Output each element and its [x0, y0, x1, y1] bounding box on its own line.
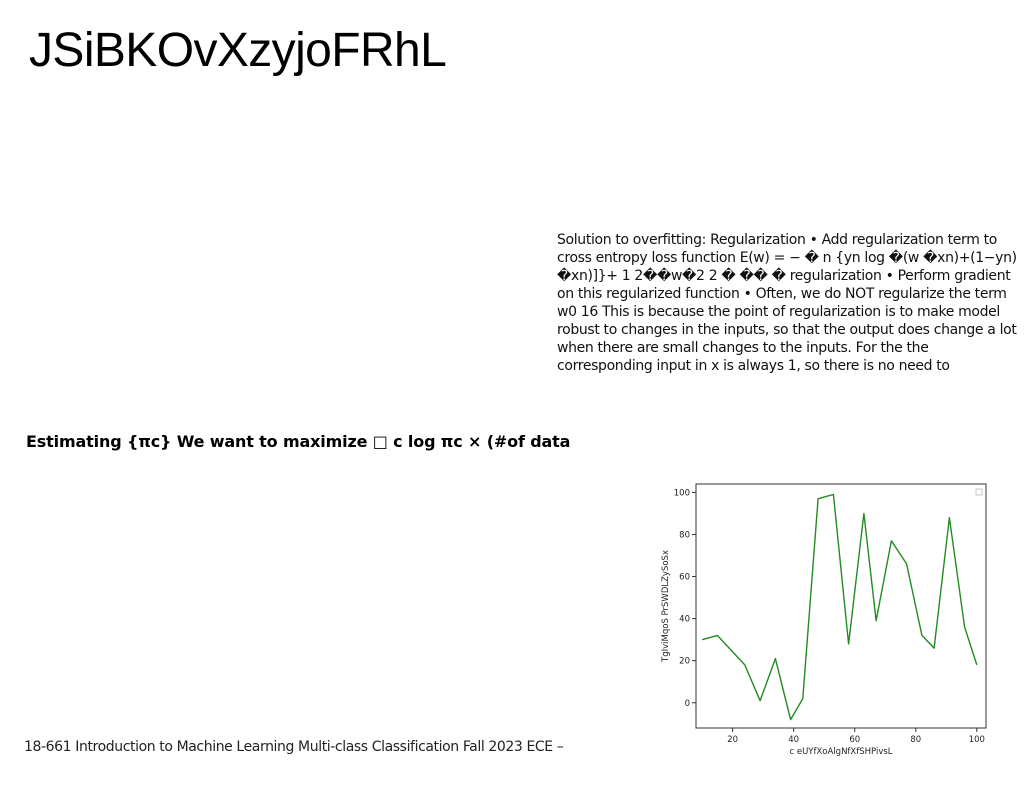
x-tick-label: 40	[788, 735, 799, 745]
line-chart: 20 40 60 80 100 0 20 40 60 80 100 c eUYfXoAlgNfXfSH…	[658, 478, 998, 760]
y-tick-label: 20	[679, 657, 690, 667]
series-line	[701, 493, 978, 721]
x-axis-label: c eUYfXoAlgNfXfSHPivsL	[789, 747, 892, 757]
page-title: JSiBKOvXzyjoFRhL	[29, 24, 447, 77]
section-heading: Estimating {πc} We want to maximize □ c …	[26, 432, 571, 451]
body-paragraph: Solution to overfitting: Regularization …	[557, 232, 1017, 374]
y-tick-label: 100	[674, 488, 690, 498]
legend-box	[975, 488, 983, 496]
y-tick-label: 40	[679, 615, 690, 625]
y-tick-label: 0	[685, 699, 690, 709]
plot-frame	[695, 483, 987, 729]
x-tick-label: 100	[969, 735, 985, 745]
y-axis-label: TgIviMqoS PrSWDLZySoSx	[661, 550, 671, 663]
x-tick-label: 60	[849, 735, 860, 745]
y-tick-label: 60	[679, 573, 690, 583]
y-tick-label: 80	[679, 530, 690, 540]
footer-text: 18-661 Introduction to Machine Learning …	[24, 739, 564, 755]
x-tick-label: 20	[727, 735, 738, 745]
x-tick-label: 80	[910, 735, 921, 745]
